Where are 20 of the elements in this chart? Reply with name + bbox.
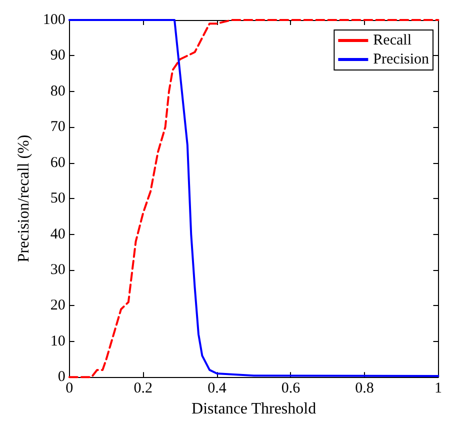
x-tick-label: 0.4 bbox=[208, 380, 227, 397]
y-tick-label: 50 bbox=[50, 190, 66, 207]
x-tick-label: 0.6 bbox=[281, 380, 301, 397]
legend-label: Precision bbox=[373, 52, 430, 68]
y-tick-label: 10 bbox=[50, 333, 66, 350]
y-tick-label: 90 bbox=[50, 48, 66, 64]
x-axis-title: Distance Threshold bbox=[192, 400, 316, 418]
y-tick-label: 20 bbox=[50, 298, 66, 314]
y-tick-label: 40 bbox=[50, 226, 66, 242]
y-tick-label: 80 bbox=[50, 83, 66, 100]
y-tick-label: 0 bbox=[58, 369, 66, 386]
y-axis-title: Precision/recall (%) bbox=[16, 134, 32, 262]
y-tick-label: 30 bbox=[50, 262, 66, 278]
x-tick-label: 0.2 bbox=[134, 380, 153, 397]
x-tick-label: 1 bbox=[434, 380, 442, 397]
y-tick-label: 70 bbox=[50, 119, 66, 136]
y-tick-label: 100 bbox=[42, 12, 66, 28]
y-tick-label: 60 bbox=[50, 154, 66, 171]
legend-label: Recall bbox=[373, 32, 412, 48]
x-tick-label: 0.8 bbox=[355, 380, 374, 397]
